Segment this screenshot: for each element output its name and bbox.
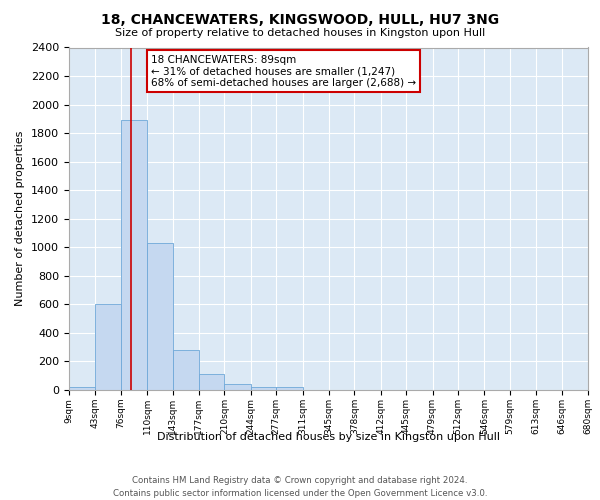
Bar — [95, 304, 121, 390]
Bar — [173, 350, 199, 390]
Y-axis label: Number of detached properties: Number of detached properties — [16, 131, 25, 306]
Bar — [224, 384, 251, 390]
Text: Contains public sector information licensed under the Open Government Licence v3: Contains public sector information licen… — [113, 489, 487, 498]
Bar — [147, 243, 173, 390]
Text: Contains HM Land Registry data © Crown copyright and database right 2024.: Contains HM Land Registry data © Crown c… — [132, 476, 468, 485]
Bar — [251, 387, 276, 390]
Bar — [199, 374, 224, 390]
Bar — [69, 387, 95, 390]
Bar — [276, 387, 302, 390]
Text: 18, CHANCEWATERS, KINGSWOOD, HULL, HU7 3NG: 18, CHANCEWATERS, KINGSWOOD, HULL, HU7 3… — [101, 12, 499, 26]
Text: Distribution of detached houses by size in Kingston upon Hull: Distribution of detached houses by size … — [157, 432, 500, 442]
Bar — [121, 120, 147, 390]
Text: Size of property relative to detached houses in Kingston upon Hull: Size of property relative to detached ho… — [115, 28, 485, 38]
Text: 18 CHANCEWATERS: 89sqm
← 31% of detached houses are smaller (1,247)
68% of semi-: 18 CHANCEWATERS: 89sqm ← 31% of detached… — [151, 54, 416, 88]
